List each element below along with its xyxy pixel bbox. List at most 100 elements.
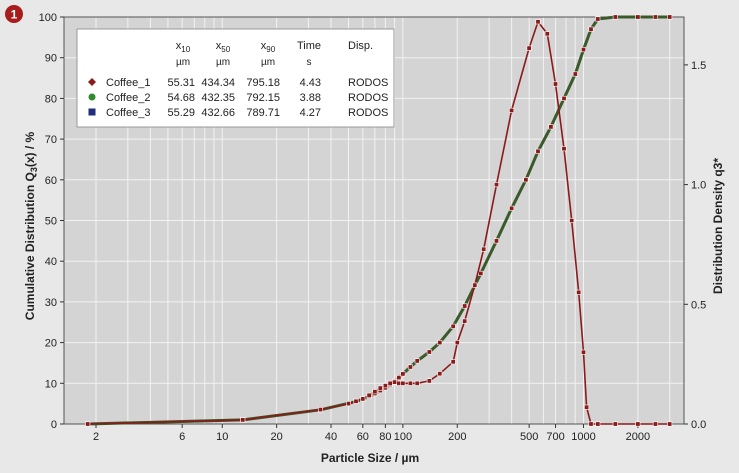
density-data-point bbox=[437, 371, 443, 377]
density-data-point bbox=[353, 398, 359, 404]
legend-header: x90 bbox=[261, 40, 276, 54]
y-left-tick-label: 80 bbox=[45, 93, 57, 105]
x-tick-label: 1000 bbox=[571, 431, 595, 443]
legend-header-unit: µm bbox=[261, 57, 275, 68]
density-data-point bbox=[652, 421, 658, 427]
x-tick-label: 60 bbox=[357, 431, 369, 443]
legend-header-unit: s bbox=[307, 57, 312, 68]
cumulative-data-point bbox=[595, 16, 601, 22]
y-left-tick-label: 50 bbox=[45, 216, 57, 228]
legend-marker-diamond bbox=[88, 78, 96, 86]
density-data-point bbox=[345, 401, 351, 407]
y-right-tick-label: 0.5 bbox=[691, 299, 706, 311]
x-tick-label: 20 bbox=[271, 431, 283, 443]
legend-header: Disp. bbox=[348, 40, 373, 52]
density-data-point bbox=[400, 380, 406, 386]
cumulative-data-point bbox=[612, 14, 618, 20]
density-data-point bbox=[360, 396, 366, 402]
badge: 1 bbox=[5, 5, 23, 23]
density-data-point bbox=[552, 81, 558, 87]
density-data-point bbox=[635, 421, 641, 427]
x-tick-label: 80 bbox=[379, 431, 391, 443]
y-right-tick-label: 1.5 bbox=[691, 60, 706, 72]
y-left-tick-label: 30 bbox=[45, 297, 57, 309]
legend-row-value: RODOS bbox=[348, 77, 388, 89]
density-data-point bbox=[407, 380, 413, 386]
legend-header-unit: µm bbox=[216, 57, 230, 68]
x-tick-label: 200 bbox=[448, 431, 466, 443]
legend-marker-circle bbox=[88, 93, 96, 101]
legend-row-value: 3.88 bbox=[300, 92, 321, 104]
density-data-point bbox=[526, 45, 532, 51]
x-tick-label: 40 bbox=[325, 431, 337, 443]
legend-header-unit: µm bbox=[176, 57, 190, 68]
density-data-point bbox=[481, 246, 487, 252]
cumulative-data-point bbox=[396, 375, 402, 381]
x-tick-label: 2000 bbox=[626, 431, 650, 443]
x-axis-title: Particle Size / µm bbox=[321, 451, 419, 465]
y-left-tick-label: 100 bbox=[39, 12, 57, 24]
legend-row-value: RODOS bbox=[348, 107, 388, 119]
density-data-point bbox=[377, 385, 383, 391]
cumulative-data-point bbox=[462, 303, 468, 309]
legend-marker-square bbox=[88, 108, 96, 116]
density-data-point bbox=[450, 359, 456, 365]
density-data-point bbox=[544, 31, 550, 37]
cumulative-data-point bbox=[652, 14, 658, 20]
cumulative-data-point bbox=[580, 47, 586, 53]
legend-row-name: Coffee_2 bbox=[106, 92, 150, 104]
density-data-point bbox=[493, 182, 499, 188]
cumulative-data-point bbox=[426, 349, 432, 355]
cumulative-data-point bbox=[548, 124, 554, 130]
y-left-tick-label: 0 bbox=[51, 419, 57, 431]
density-data-point bbox=[588, 421, 594, 427]
y-axis-left-title: Cumulative Distribution Q3(x) / % bbox=[23, 131, 39, 320]
density-data-point bbox=[580, 349, 586, 355]
x-tick-label: 500 bbox=[520, 431, 538, 443]
legend-row-value: 795.18 bbox=[246, 77, 280, 89]
y-left-tick-label: 70 bbox=[45, 134, 57, 146]
legend-row-name: Coffee_1 bbox=[106, 77, 150, 89]
y-axis-right-title: Distribution Density q3* bbox=[711, 158, 725, 294]
density-data-point bbox=[462, 318, 468, 324]
cumulative-data-point bbox=[450, 323, 456, 329]
density-data-point bbox=[366, 392, 372, 398]
legend-row-value: 789.71 bbox=[246, 107, 280, 119]
y-left-tick-label: 40 bbox=[45, 256, 57, 268]
density-data-point bbox=[569, 218, 575, 224]
density-data-point bbox=[392, 379, 398, 385]
density-data-point bbox=[561, 146, 567, 152]
density-data-point bbox=[612, 421, 618, 427]
legend-row-value: 432.35 bbox=[201, 92, 235, 104]
legend-row-value: 792.15 bbox=[246, 92, 280, 104]
density-data-point bbox=[595, 421, 601, 427]
legend-row-value: 4.27 bbox=[300, 107, 321, 119]
legend-header: x10 bbox=[176, 40, 191, 54]
cumulative-data-point bbox=[407, 364, 413, 370]
y-right-tick-label: 0.0 bbox=[691, 419, 706, 431]
x-tick-label: 6 bbox=[179, 431, 185, 443]
density-data-point bbox=[472, 282, 478, 288]
badge-circle bbox=[5, 5, 23, 23]
density-data-point bbox=[509, 107, 515, 113]
legend-row-value: 4.43 bbox=[300, 77, 321, 89]
y-left-tick-label: 90 bbox=[45, 53, 57, 65]
legend-row-value: RODOS bbox=[348, 92, 388, 104]
cumulative-data-point bbox=[535, 148, 541, 154]
y-right-tick-label: 1.0 bbox=[691, 180, 706, 192]
density-data-point bbox=[535, 19, 541, 25]
cumulative-data-point bbox=[572, 71, 578, 77]
density-data-point bbox=[85, 421, 91, 427]
density-data-point bbox=[317, 407, 323, 413]
legend-header: x50 bbox=[216, 40, 231, 54]
legend-header: Time bbox=[297, 40, 321, 52]
density-data-point bbox=[454, 340, 460, 346]
y-left-tick-label: 20 bbox=[45, 338, 57, 350]
cumulative-data-point bbox=[667, 14, 673, 20]
legend-row-value: 54.68 bbox=[167, 92, 195, 104]
density-data-point bbox=[382, 383, 388, 389]
x-tick-label: 10 bbox=[216, 431, 228, 443]
cumulative-data-point bbox=[437, 340, 443, 346]
